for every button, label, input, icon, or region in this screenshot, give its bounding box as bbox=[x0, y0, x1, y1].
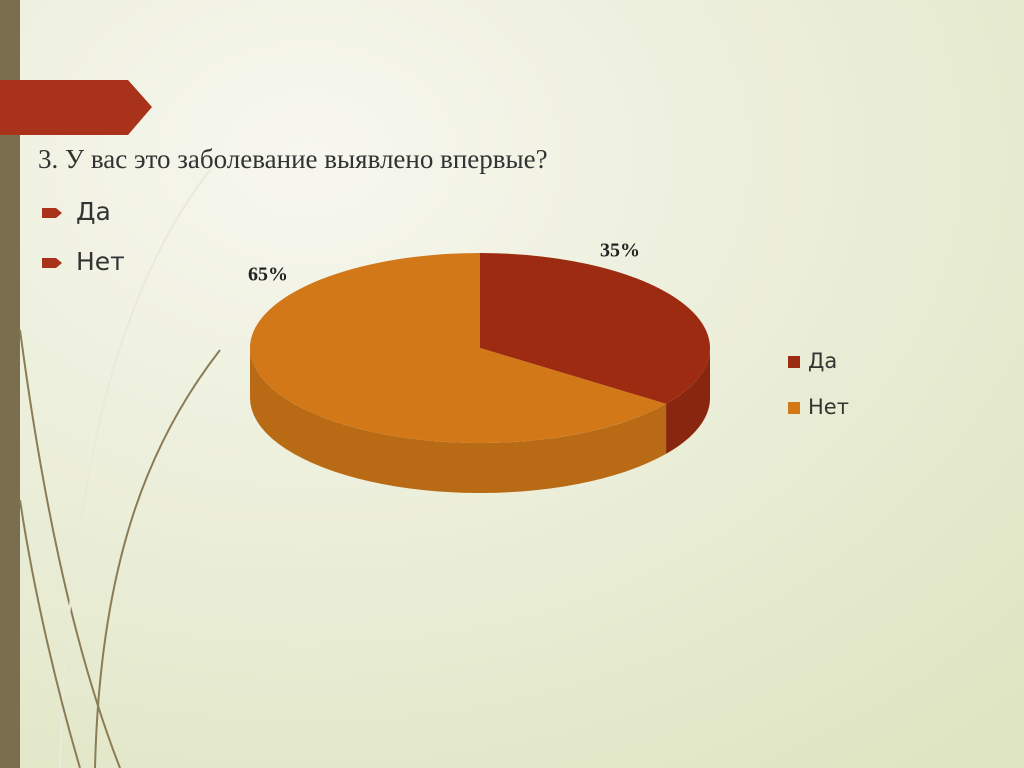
legend-label: Да bbox=[808, 349, 837, 373]
bullet-text: Нет bbox=[76, 247, 125, 276]
bullet-arrow bbox=[42, 208, 62, 218]
pie-chart: 35% 65% Да Нет bbox=[248, 240, 849, 493]
slide-title: 3. У вас это заболевание выявлено впервы… bbox=[38, 144, 548, 174]
legend-label: Нет bbox=[808, 395, 849, 419]
bullet-arrow bbox=[42, 258, 62, 268]
legend-swatch bbox=[788, 356, 800, 368]
side-stripe bbox=[0, 0, 20, 768]
data-label: 65% bbox=[248, 264, 288, 286]
bullet-text: Да bbox=[76, 197, 111, 226]
pie-slice bbox=[249, 253, 667, 444]
decor-lines bbox=[19, 169, 221, 768]
pie-side bbox=[666, 348, 710, 454]
bullets: Да Нет bbox=[42, 197, 125, 276]
title-arrow bbox=[0, 80, 152, 135]
legend-swatch bbox=[788, 402, 800, 414]
pie-side bbox=[250, 348, 667, 493]
pie-slice bbox=[480, 253, 710, 404]
data-label: 35% bbox=[600, 240, 640, 262]
